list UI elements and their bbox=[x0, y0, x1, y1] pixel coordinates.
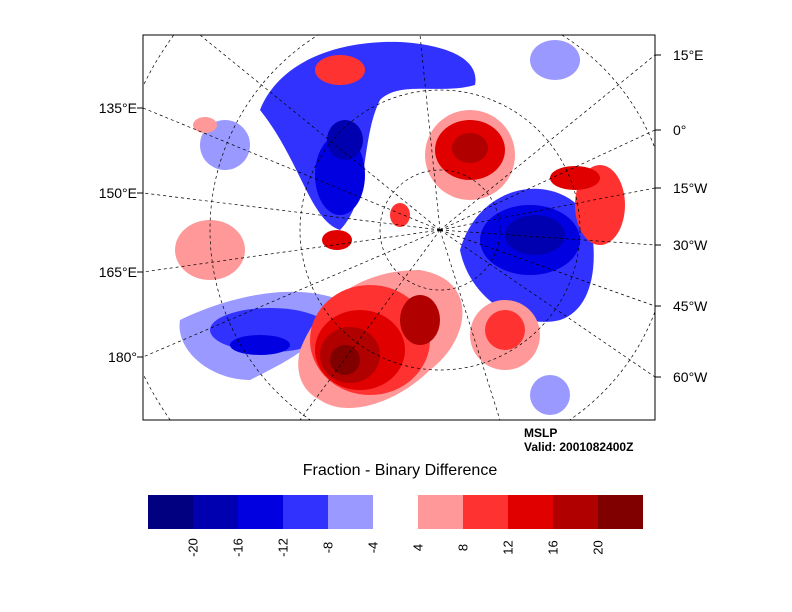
colorbar-tick-label: 16 bbox=[545, 540, 561, 555]
colorbar-swatch bbox=[418, 495, 463, 529]
lon-label: 150°E bbox=[98, 185, 137, 201]
lon-label: 60°W bbox=[673, 369, 708, 385]
colorbar-tick-label: 4 bbox=[410, 543, 426, 552]
lon-label: 15°E bbox=[673, 47, 704, 63]
colorbar-swatch bbox=[463, 495, 508, 529]
lon-label: 30°W bbox=[673, 237, 708, 253]
colorbar-swatch bbox=[553, 495, 598, 529]
colorbar-tick-label: -4 bbox=[365, 541, 381, 554]
valid-time: Valid: 2001082400Z bbox=[524, 440, 634, 454]
title-text: Fraction - Binary Difference bbox=[302, 462, 498, 479]
colorbar-swatch bbox=[598, 495, 643, 529]
colorbar-title: Fraction - Binary Difference bbox=[0, 462, 792, 480]
colorbar-swatch bbox=[283, 495, 328, 529]
colorbar-tick-label: 8 bbox=[455, 543, 471, 552]
colorbar-swatch bbox=[148, 495, 193, 529]
positive-anomaly-regions bbox=[175, 55, 625, 409]
colorbar-swatch bbox=[238, 495, 283, 529]
colorbar-tick-label: -16 bbox=[230, 538, 246, 557]
colorbar-tick-label: -20 bbox=[185, 538, 201, 557]
colorbar-swatch bbox=[328, 495, 373, 529]
lon-label: 165°E bbox=[98, 264, 137, 280]
colorbar-swatch bbox=[373, 495, 418, 529]
colorbar-swatch bbox=[193, 495, 238, 529]
lon-label: 15°W bbox=[673, 180, 708, 196]
graticule bbox=[143, 35, 655, 420]
colorbar bbox=[148, 495, 643, 529]
field-name: MSLP bbox=[524, 426, 558, 440]
lon-label: 0° bbox=[673, 122, 687, 138]
colorbar-swatch bbox=[508, 495, 553, 529]
colorbar-tick-label: 12 bbox=[500, 540, 516, 555]
lon-label: 45°W bbox=[673, 298, 708, 314]
colorbar-tick-label: 20 bbox=[590, 540, 606, 555]
negative-anomaly-regions bbox=[179, 40, 594, 415]
lon-label: 135°E bbox=[98, 100, 137, 116]
colorbar-tick-label: -12 bbox=[275, 538, 291, 557]
colorbar-tick-label: -8 bbox=[320, 541, 336, 554]
plot-info: MSLP Valid: 2001082400Z bbox=[524, 426, 633, 454]
lon-label: 180° bbox=[108, 349, 137, 365]
